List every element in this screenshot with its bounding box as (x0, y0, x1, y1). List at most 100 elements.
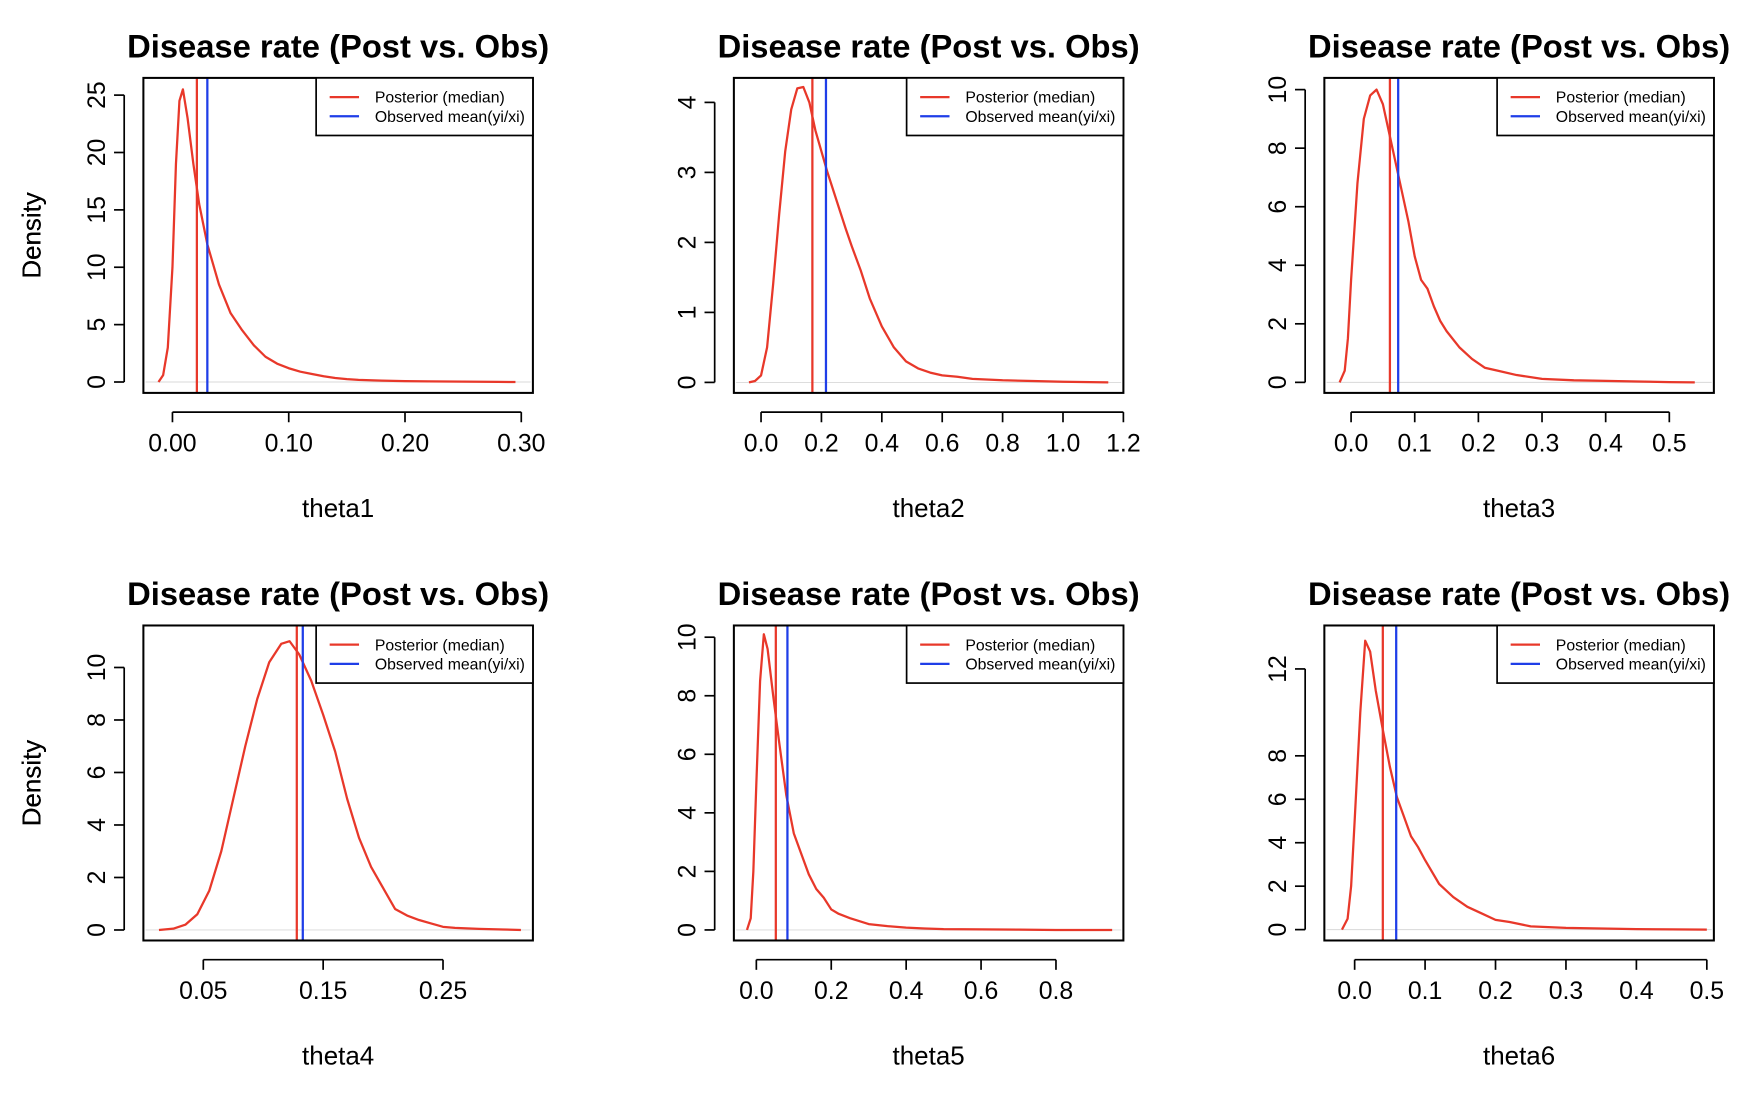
legend-entry-label: Observed mean(yi/xi) (1556, 109, 1706, 126)
y-tick-label: 10 (84, 253, 111, 281)
y-tick-label: 5 (84, 318, 111, 332)
x-axis: 0.05 0.15 0.25 (179, 958, 467, 1005)
legend-box (905, 624, 1125, 684)
y-axis-label: Density (17, 192, 47, 279)
y-axis-label: Density (17, 192, 47, 279)
x-axis-label: theta2 (893, 493, 965, 523)
posterior-density-line (158, 640, 521, 932)
x-tick-label: 0.6 (925, 431, 960, 458)
chart-title: Disease rate (Post vs. Obs) (718, 575, 1140, 612)
legend: Posterior (median) Observed mean(yi/xi) (905, 624, 1125, 684)
y-tick-label: 8 (84, 713, 111, 727)
legend-entry-label: Posterior (median) (1556, 90, 1686, 107)
y-tick-label: 15 (84, 196, 111, 224)
panel-1: Disease rate (Post vs. Obs) theta1 Density… (17, 28, 550, 524)
x-tick-label: 0.0 (1337, 978, 1372, 1005)
panel-4: Disease rate (Post vs. Obs) theta4 Density… (17, 575, 550, 1071)
legend: Posterior (median) Observed mean(yi/xi) (1496, 624, 1715, 684)
y-tick-label: 0 (84, 375, 111, 389)
y-tick-label: 12 (1265, 655, 1292, 683)
x-tick-label: 0.4 (889, 978, 924, 1005)
chart-title: Disease rate (Post vs. Obs) (1308, 28, 1730, 65)
legend-box (1496, 77, 1715, 137)
posterior-density-line (745, 633, 1113, 932)
y-tick-label: 0 (674, 375, 701, 389)
x-tick-label: 0.4 (1588, 431, 1623, 458)
legend: Posterior (median) Observed mean(yi/xi) (315, 77, 534, 137)
x-tick-label: 0.1 (1397, 431, 1432, 458)
y-tick-label: 0 (84, 923, 111, 937)
y-tick-label: 2 (84, 871, 111, 885)
x-axis-label: theta6 (1483, 1041, 1555, 1071)
legend-entry-label: Posterior (median) (965, 637, 1095, 654)
posterior-density-line (748, 85, 1109, 384)
legend: Posterior (median) Observed mean(yi/xi) (1496, 77, 1715, 137)
chart-title: Disease rate (Post vs. Obs) (127, 28, 549, 65)
y-tick-label: 20 (84, 139, 111, 167)
posterior-density-line (1338, 88, 1695, 384)
x-tick-label: 0.2 (804, 431, 839, 458)
x-tick-label: 0.0 (744, 431, 779, 458)
y-tick-label: 4 (84, 818, 111, 832)
x-tick-label: 0.4 (865, 431, 900, 458)
y-tick-label: 6 (1265, 792, 1292, 806)
y-tick-label: 0 (1265, 375, 1292, 389)
x-axis: 0.0 0.2 0.4 0.6 0.8 1.0 1.2 (744, 411, 1141, 458)
x-tick-label: 0.00 (148, 431, 196, 458)
y-axis-label: Density (17, 740, 47, 827)
legend-entry-label: Observed mean(yi/xi) (965, 657, 1115, 674)
chart-title: Disease rate (Post vs. Obs) (718, 28, 1140, 65)
x-tick-label: 0.3 (1549, 978, 1584, 1005)
y-tick-label: 2 (674, 235, 701, 249)
y-tick-label: 4 (1265, 258, 1292, 272)
y-tick-label: 6 (84, 766, 111, 780)
legend-entry-label: Observed mean(yi/xi) (375, 109, 525, 126)
legend-box (315, 77, 534, 137)
x-tick-label: 0.6 (964, 978, 999, 1005)
legend-entry-label: Posterior (median) (375, 90, 505, 107)
y-axis-label: Density (17, 740, 47, 827)
chart-title: Disease rate (Post vs. Obs) (1308, 575, 1730, 612)
y-tick-label: 10 (1265, 76, 1292, 104)
x-tick-label: 0.0 (1334, 431, 1369, 458)
y-tick-label: 2 (674, 864, 701, 878)
posterior-density-line (1340, 639, 1707, 931)
y-tick-label: 10 (84, 654, 111, 682)
x-tick-label: 1.2 (1106, 431, 1141, 458)
posterior-density-line (157, 88, 516, 384)
y-tick-label: 4 (1265, 836, 1292, 850)
y-tick-label: 6 (674, 747, 701, 761)
panel-2: Disease rate (Post vs. Obs) theta2 Density… (17, 28, 1141, 524)
x-tick-label: 0.4 (1619, 978, 1654, 1005)
x-tick-label: 0.5 (1652, 431, 1687, 458)
x-tick-label: 1.0 (1046, 431, 1081, 458)
figure-root: Disease rate (Post vs. Obs) theta1 Density… (17, 28, 1731, 1071)
legend: Posterior (median) Observed mean(yi/xi) (905, 77, 1125, 137)
legend-entry-label: Posterior (median) (965, 90, 1095, 107)
y-axis: 0 2 4 6 8 12 (1265, 655, 1307, 937)
legend-entry-label: Posterior (median) (1556, 637, 1686, 654)
y-tick-label: 0 (674, 923, 701, 937)
panel-6: Disease rate (Post vs. Obs) theta6 Density… (17, 575, 1731, 1071)
y-tick-label: 3 (674, 165, 701, 179)
x-axis: 0.0 0.1 0.2 0.3 0.4 0.5 (1334, 411, 1687, 458)
y-tick-label: 2 (1265, 317, 1292, 331)
x-axis: 0.0 0.1 0.2 0.3 0.4 0.5 (1337, 958, 1725, 1005)
y-tick-label: 2 (1265, 879, 1292, 893)
x-tick-label: 0.05 (179, 978, 227, 1005)
x-axis-label: theta5 (893, 1041, 965, 1071)
x-tick-label: 0.5 (1690, 978, 1725, 1005)
legend-entry-label: Posterior (median) (375, 637, 505, 654)
x-tick-label: 0.1 (1408, 978, 1443, 1005)
legend-box (1496, 624, 1715, 684)
y-axis: 0 5 10 15 20 25 (84, 81, 126, 389)
x-tick-label: 0.8 (985, 431, 1020, 458)
panel-5: Disease rate (Post vs. Obs) theta5 Density… (17, 575, 1140, 1071)
x-tick-label: 0.25 (419, 978, 467, 1005)
x-tick-label: 0.0 (739, 978, 774, 1005)
panel-3: Disease rate (Post vs. Obs) theta3 Density… (17, 28, 1731, 524)
y-tick-label: 8 (1265, 141, 1292, 155)
y-tick-label: 4 (674, 95, 701, 109)
y-axis: 0 1 2 3 4 (674, 95, 716, 389)
y-tick-label: 25 (84, 81, 111, 109)
